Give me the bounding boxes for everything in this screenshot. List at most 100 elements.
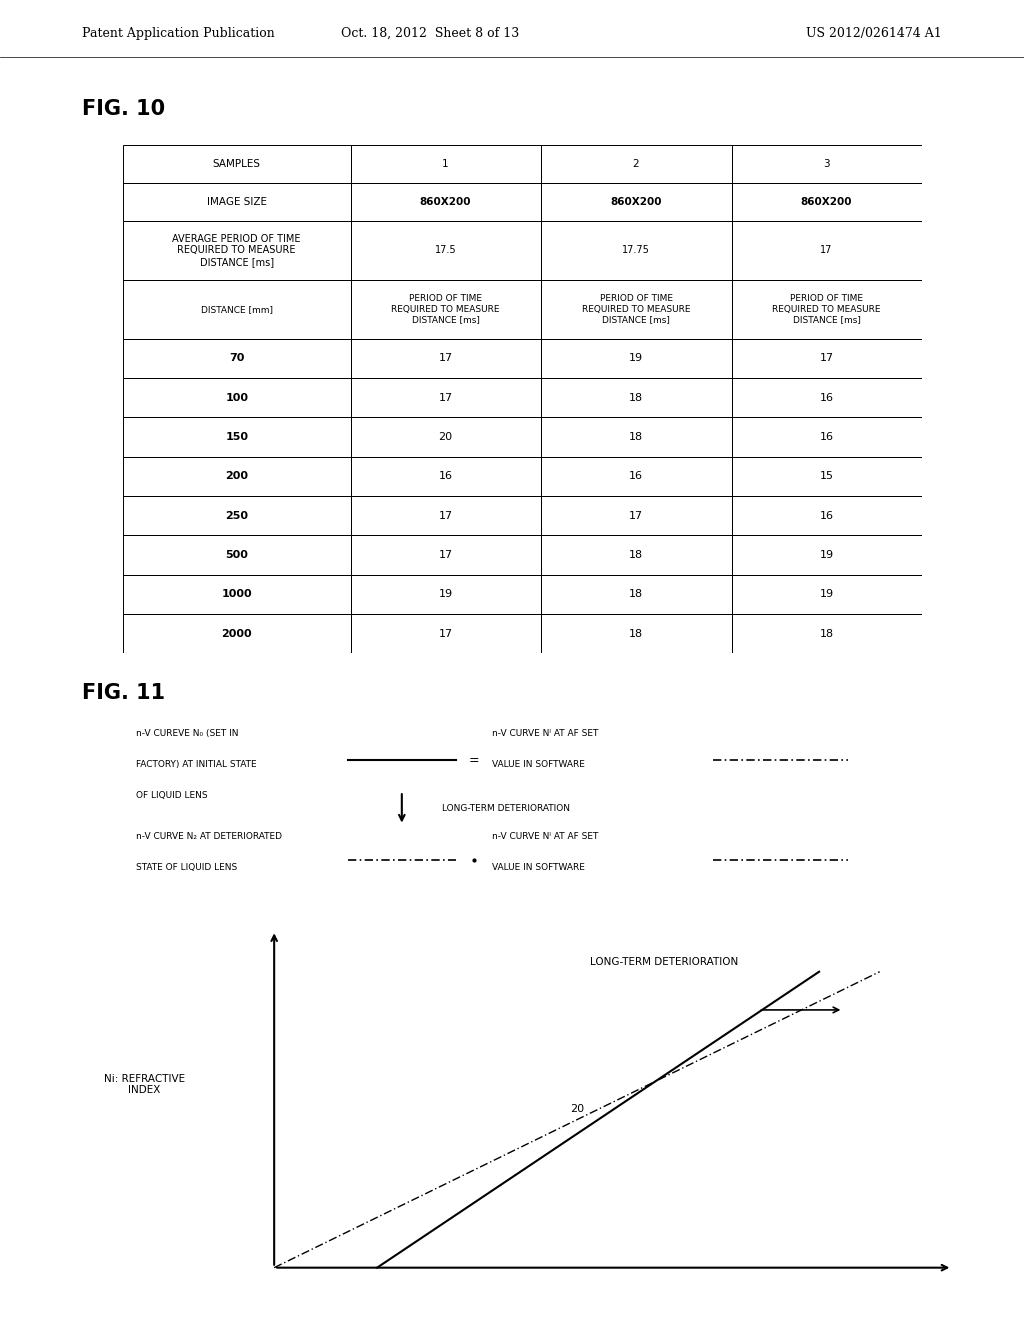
Bar (350, 280, 541, 338)
Bar (731, 145, 922, 183)
Text: OF LIQUID LENS: OF LIQUID LENS (136, 791, 208, 800)
Text: 18: 18 (629, 628, 643, 639)
Text: LONG-TERM DETERIORATION: LONG-TERM DETERIORATION (590, 957, 738, 966)
Bar (541, 280, 731, 338)
Text: 100: 100 (225, 392, 248, 403)
Text: Patent Application Publication: Patent Application Publication (82, 26, 274, 40)
Text: 1000: 1000 (221, 589, 252, 599)
Text: 1: 1 (442, 160, 449, 169)
Text: 860X200: 860X200 (420, 197, 471, 207)
Bar (541, 222, 731, 280)
Bar (541, 183, 731, 222)
Text: 16: 16 (819, 392, 834, 403)
Bar (350, 222, 541, 280)
Text: 17: 17 (438, 511, 453, 520)
Bar (731, 457, 922, 496)
Text: FIG. 11: FIG. 11 (82, 682, 165, 704)
Text: 19: 19 (629, 354, 643, 363)
Text: AVERAGE PERIOD OF TIME
REQUIRED TO MEASURE
DISTANCE [ms]: AVERAGE PERIOD OF TIME REQUIRED TO MEASU… (172, 234, 301, 267)
Bar (541, 614, 731, 653)
Bar (350, 338, 541, 378)
Bar (541, 574, 731, 614)
Text: 2: 2 (633, 160, 639, 169)
Bar (731, 222, 922, 280)
Bar (350, 574, 541, 614)
Bar (350, 536, 541, 574)
Bar (731, 280, 922, 338)
Text: 18: 18 (819, 628, 834, 639)
Text: 17: 17 (629, 511, 643, 520)
Bar (541, 457, 731, 496)
Text: 17: 17 (820, 246, 833, 256)
Bar (731, 417, 922, 457)
Text: 70: 70 (229, 354, 245, 363)
Text: 17: 17 (438, 354, 453, 363)
Bar (123, 145, 350, 183)
Text: 18: 18 (629, 589, 643, 599)
Bar (541, 378, 731, 417)
Text: SAMPLES: SAMPLES (213, 160, 261, 169)
Text: 19: 19 (819, 550, 834, 560)
Bar (731, 183, 922, 222)
Bar (731, 574, 922, 614)
Bar (731, 536, 922, 574)
Text: 16: 16 (629, 471, 643, 482)
Text: 250: 250 (225, 511, 248, 520)
Bar (541, 536, 731, 574)
Text: FIG. 10: FIG. 10 (82, 99, 165, 119)
Text: STATE OF LIQUID LENS: STATE OF LIQUID LENS (136, 863, 238, 873)
Text: 17.5: 17.5 (435, 246, 457, 256)
Text: 500: 500 (225, 550, 248, 560)
Bar (123, 536, 350, 574)
Text: 17: 17 (819, 354, 834, 363)
Bar (123, 222, 350, 280)
Bar (123, 280, 350, 338)
Text: 19: 19 (819, 589, 834, 599)
Text: 19: 19 (438, 589, 453, 599)
Text: 16: 16 (819, 432, 834, 442)
Bar (350, 614, 541, 653)
Text: VALUE IN SOFTWARE: VALUE IN SOFTWARE (492, 760, 585, 770)
Text: PERIOD OF TIME
REQUIRED TO MEASURE
DISTANCE [ms]: PERIOD OF TIME REQUIRED TO MEASURE DISTA… (391, 294, 500, 325)
Text: LONG-TERM DETERIORATION: LONG-TERM DETERIORATION (442, 804, 570, 813)
Bar (350, 417, 541, 457)
Text: n-V CURVE Nᴵ AT AF SET: n-V CURVE Nᴵ AT AF SET (492, 833, 598, 841)
Text: 200: 200 (225, 471, 248, 482)
Text: VALUE IN SOFTWARE: VALUE IN SOFTWARE (492, 863, 585, 873)
Bar (350, 496, 541, 536)
Text: Oct. 18, 2012  Sheet 8 of 13: Oct. 18, 2012 Sheet 8 of 13 (341, 26, 519, 40)
Bar (123, 496, 350, 536)
Text: 17.75: 17.75 (623, 246, 650, 256)
Text: n-V CUREVE N₀ (SET IN: n-V CUREVE N₀ (SET IN (136, 730, 239, 738)
Bar (541, 496, 731, 536)
Bar (731, 496, 922, 536)
Bar (123, 338, 350, 378)
Bar (541, 417, 731, 457)
Bar (350, 183, 541, 222)
Text: 16: 16 (438, 471, 453, 482)
Text: Ni: REFRACTIVE
INDEX: Ni: REFRACTIVE INDEX (104, 1073, 185, 1096)
Bar (731, 614, 922, 653)
Text: 860X200: 860X200 (610, 197, 662, 207)
Text: n-V CURVE N₂ AT DETERIORATED: n-V CURVE N₂ AT DETERIORATED (136, 833, 282, 841)
Text: PERIOD OF TIME
REQUIRED TO MEASURE
DISTANCE [ms]: PERIOD OF TIME REQUIRED TO MEASURE DISTA… (582, 294, 690, 325)
Bar (541, 338, 731, 378)
Bar (123, 614, 350, 653)
Text: n-V CURVE Nᴵ AT AF SET: n-V CURVE Nᴵ AT AF SET (492, 730, 598, 738)
Text: 20: 20 (569, 1104, 584, 1114)
Text: 15: 15 (819, 471, 834, 482)
Bar (350, 378, 541, 417)
Text: 17: 17 (438, 392, 453, 403)
Text: 17: 17 (438, 628, 453, 639)
Bar (350, 145, 541, 183)
Text: IMAGE SIZE: IMAGE SIZE (207, 197, 266, 207)
Text: 3: 3 (823, 160, 829, 169)
Text: 20: 20 (438, 432, 453, 442)
Text: US 2012/0261474 A1: US 2012/0261474 A1 (806, 26, 942, 40)
Bar (123, 378, 350, 417)
Text: 18: 18 (629, 392, 643, 403)
Text: 18: 18 (629, 432, 643, 442)
Text: 2000: 2000 (221, 628, 252, 639)
Bar (731, 338, 922, 378)
Bar (123, 574, 350, 614)
